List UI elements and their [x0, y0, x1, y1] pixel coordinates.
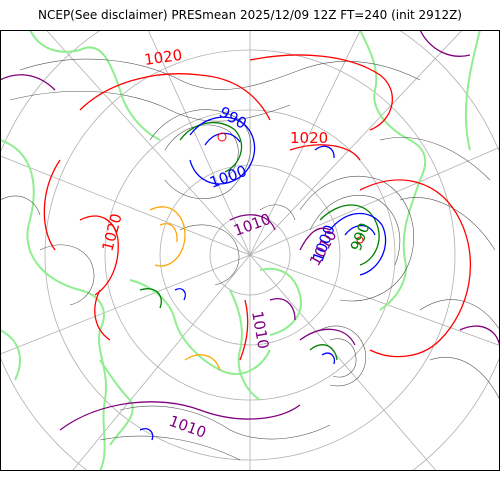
- isobar-1020: [43, 54, 472, 361]
- isobar-1000: [139, 121, 380, 361]
- coastlines: [0, 30, 481, 471]
- low-center-markers: [217, 132, 364, 244]
- pressure-map: 1020 990 1020 1000 1010 1020 1000 990 10…: [0, 30, 500, 471]
- thin-isobars: [0, 58, 500, 461]
- label-1020-asia: 1020: [290, 129, 328, 147]
- label-1020-top: 1020: [143, 46, 183, 69]
- map-title: NCEP(See disclaimer) PRESmean 2025/12/09…: [38, 8, 462, 22]
- isobar-1010: [0, 30, 500, 431]
- isobar-1030: [149, 206, 221, 371]
